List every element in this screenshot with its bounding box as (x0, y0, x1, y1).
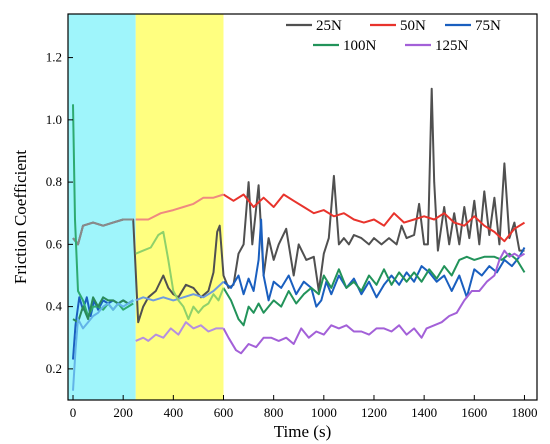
legend-label: 75N (475, 18, 501, 34)
series-line-segment-13 (72, 296, 134, 324)
y-tick-label: 0.2 (46, 361, 62, 376)
y-tick-label: 1.2 (46, 50, 62, 65)
x-axis-label: Time (s) (274, 422, 331, 441)
series-line-segment-7 (135, 193, 224, 221)
x-tick-label: 400 (164, 405, 184, 420)
x-tick-label: 1000 (311, 405, 337, 420)
series-line-100n (222, 252, 526, 327)
x-tick-label: 1200 (361, 405, 387, 420)
x-tick-label: 800 (264, 405, 284, 420)
legend-label: 25N (316, 18, 342, 34)
series-line-50n (222, 193, 526, 243)
series-line-segment-12 (135, 321, 224, 342)
shaded-region-1 (68, 14, 136, 400)
plot-frame (67, 13, 538, 401)
background-regions (68, 14, 224, 400)
y-tick-label: 1.0 (46, 112, 62, 127)
y-tick-label: 0.8 (46, 174, 62, 189)
y-tick-label: 0.4 (46, 299, 63, 314)
series-lines (72, 87, 526, 391)
legend-label: 125N (435, 38, 469, 54)
x-tick-label: 1800 (511, 405, 537, 420)
series-line-125n (222, 249, 526, 355)
legend: 25N 50N 75N 100N 125N (286, 18, 501, 54)
series-line-segment-14 (72, 299, 134, 391)
x-tick-label: 1600 (461, 405, 487, 420)
x-tick-label: 200 (113, 405, 133, 420)
series-line-segment-6 (72, 218, 134, 246)
axis-ticks: 0 200 400 600 800 1000 1200 1400 1600 1800 0.2 0.4 0… (46, 50, 538, 420)
series-line-segment-11 (135, 230, 225, 321)
y-tick-label: 0.6 (46, 236, 63, 251)
legend-label: 100N (343, 38, 377, 54)
shaded-region-2 (135, 14, 224, 400)
x-tick-label: 1400 (411, 405, 437, 420)
x-tick-label: 600 (214, 405, 234, 420)
legend-label: 50N (400, 18, 426, 34)
series-line-75n (222, 218, 526, 308)
y-axis-label: Friction Coefficient (11, 150, 30, 285)
x-tick-label: 0 (70, 405, 77, 420)
series-line-25n (72, 87, 525, 324)
